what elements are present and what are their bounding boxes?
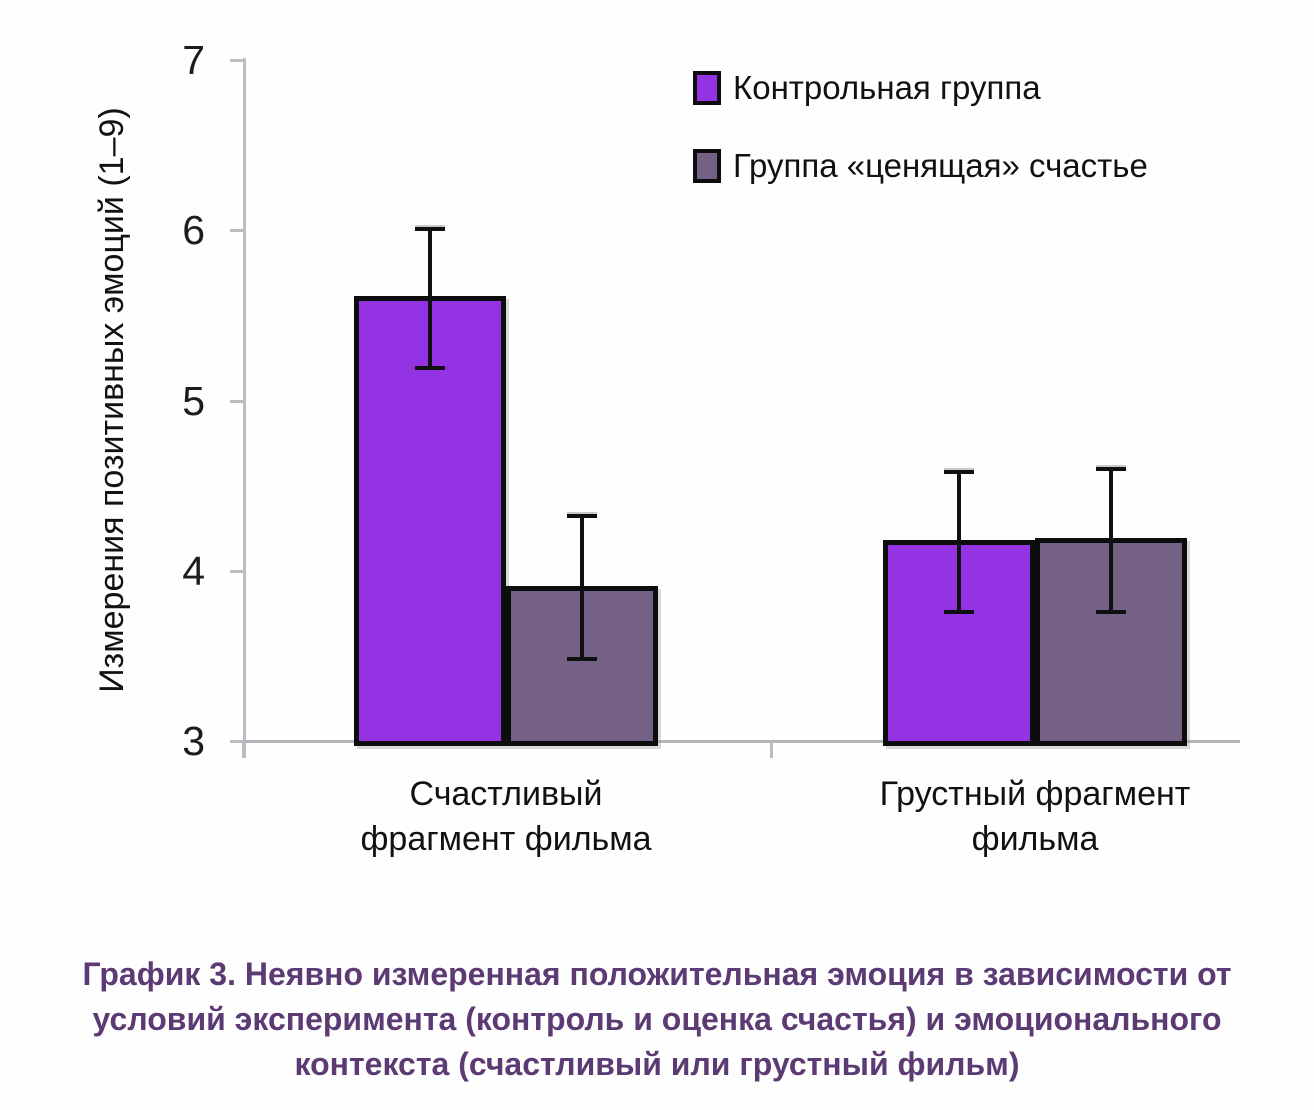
x-axis-line (243, 740, 1240, 743)
error-bar-category2-series1 (944, 470, 974, 614)
error-bar-cap-top (1096, 466, 1126, 471)
x-category-label-line: фрагмент фильма (360, 820, 652, 858)
error-bar-vline (957, 470, 961, 614)
y-tick-label-3: 3 (182, 718, 205, 764)
x-category-label-1: Счастливый фрагмент фильма (286, 772, 726, 862)
y-axis-tick-5 (230, 399, 243, 403)
legend-swatch-valuing-happiness-group (693, 149, 721, 183)
figure-caption: График 3. Неявно измеренная положительна… (0, 952, 1314, 1087)
caption-line-1: График 3. Неявно измеренная положительна… (82, 956, 1232, 992)
error-bar-cap-bot (944, 609, 974, 614)
legend-item-valuing-happiness-group: Группа «ценящая» счастье (693, 147, 1148, 184)
y-axis-tick-6 (230, 229, 243, 233)
y-tick-label-6: 6 (182, 207, 205, 254)
x-category-label-2: Грустный фрагмент фильма (815, 772, 1255, 862)
legend-label-valuing-happiness-group: Группа «ценящая» счастье (733, 147, 1148, 184)
x-category-label-line: Грустный фрагмент (879, 775, 1191, 813)
error-bar-cap-top (567, 514, 597, 519)
caption-line-3: контекста (счастливый или грустный фильм… (294, 1046, 1020, 1082)
error-bar-cap-bot (415, 366, 445, 371)
y-axis-tick-7 (230, 59, 243, 62)
error-bar-vline (428, 226, 432, 371)
y-axis-tick-4 (230, 569, 243, 573)
legend-label-control-group: Контрольная группа (733, 69, 1041, 106)
y-tick-label-4: 4 (182, 547, 205, 594)
legend: Контрольная группа Группа «ценящая» счас… (693, 69, 1148, 226)
x-category-label-line: фильма (971, 820, 1099, 858)
error-bar-cap-bot (567, 657, 597, 662)
legend-item-control-group: Контрольная группа (693, 69, 1148, 106)
error-bar-cap-top (415, 226, 445, 231)
error-bar-category1-series2 (567, 514, 597, 662)
error-bar-vline (580, 514, 584, 662)
legend-swatch-control-group (693, 71, 721, 105)
error-bar-vline (1109, 466, 1113, 614)
x-category-label-line: Счастливый (409, 775, 603, 813)
x-axis-tick-1 (770, 741, 773, 758)
bar-category1-series1 (354, 296, 506, 746)
error-bar-category2-series2 (1096, 466, 1126, 614)
x-axis-tick-0 (242, 741, 245, 758)
y-tick-label-5: 5 (182, 377, 205, 424)
error-bar-cap-top (944, 470, 974, 474)
error-bar-cap-bot (1096, 609, 1126, 614)
caption-line-2: условий эксперимента (контроль и оценка … (92, 1001, 1222, 1037)
y-axis-tick-3 (230, 740, 243, 743)
error-bar-category1-series1 (415, 226, 445, 371)
y-axis-line (243, 58, 246, 758)
y-tick-label-7: 7 (182, 37, 205, 83)
